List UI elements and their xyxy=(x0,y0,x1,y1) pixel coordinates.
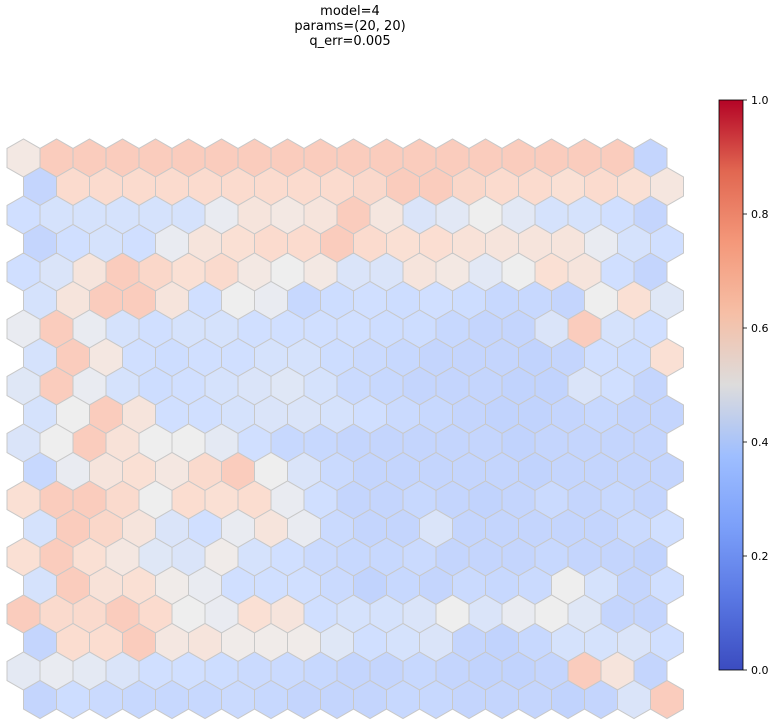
hex-grid xyxy=(6,138,684,720)
chart-title: model=4 params=(20, 20) q_err=0.005 xyxy=(0,4,700,49)
colorbar-tick-label: 0.2 xyxy=(751,550,769,563)
colorbar-tick-label: 1.0 xyxy=(751,94,769,107)
colorbar-tick-label: 0.6 xyxy=(751,322,769,335)
title-line-model: model=4 xyxy=(320,4,380,19)
colorbar xyxy=(718,99,744,671)
colorbar-ticks: 0.0 0.2 0.4 0.6 0.8 1.0 xyxy=(743,94,769,677)
title-line-qerr: q_err=0.005 xyxy=(309,34,391,49)
colorbar-tick-label: 0.0 xyxy=(751,664,769,677)
hex-cell xyxy=(650,679,684,720)
title-line-params: params=(20, 20) xyxy=(294,19,406,34)
colorbar-tick-label: 0.8 xyxy=(751,208,769,221)
colorbar-tick-label: 0.4 xyxy=(751,436,769,449)
